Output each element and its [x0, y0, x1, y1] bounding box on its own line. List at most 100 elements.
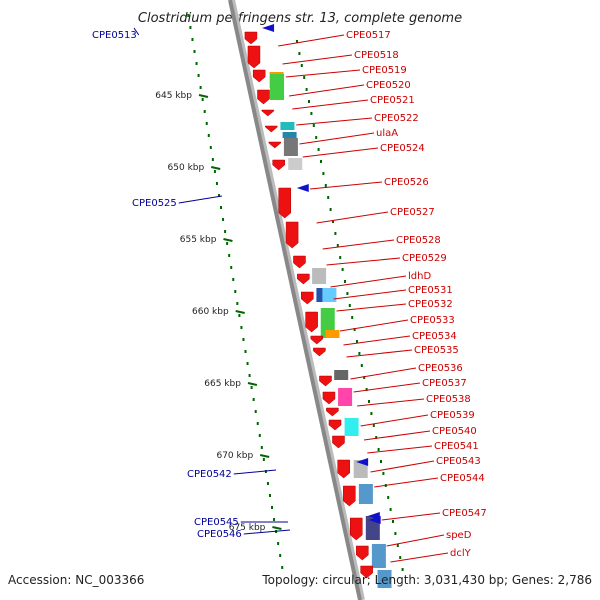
feature-track-dot	[334, 232, 337, 235]
forward-gene-arrow	[310, 335, 324, 345]
feature-box	[344, 418, 359, 436]
forward-gene-arrow	[293, 255, 306, 269]
feature-track-dot	[387, 496, 390, 499]
feature-track-dot	[380, 460, 382, 463]
ruler-dot	[242, 338, 245, 341]
backbone-line	[228, 0, 362, 600]
feature-track-dot	[353, 328, 356, 331]
forward-gene-arrow	[244, 31, 258, 45]
feature-track-dot	[341, 268, 344, 271]
feature-track-dot	[346, 292, 349, 295]
feature-box	[371, 544, 386, 568]
genome-summary: Topology: circular; Length: 3,031,430 bp…	[262, 573, 592, 587]
feature-track-dot	[363, 376, 366, 379]
feature-track-dot	[298, 52, 301, 55]
gene-label-leader	[357, 398, 425, 407]
feature-track-dot	[351, 316, 354, 319]
ruler-tick	[259, 454, 270, 458]
feature-track-dot	[322, 172, 325, 175]
gene-label: CPE0525	[132, 198, 177, 209]
feature-box	[338, 388, 353, 406]
gene-label: CPE0517	[346, 30, 391, 41]
forward-gene-arrow	[305, 311, 318, 333]
ruler-dot	[189, 26, 192, 29]
ruler-dot	[197, 74, 200, 77]
ruler-dot	[209, 146, 212, 149]
ruler-dot	[268, 494, 271, 497]
ruler-dot	[199, 86, 202, 89]
feature-track-dot	[320, 160, 322, 163]
gene-label-leader	[288, 84, 365, 97]
gene-label: CPE0531	[408, 285, 453, 296]
ruler-tick	[247, 382, 258, 386]
forward-gene-arrow	[252, 69, 266, 83]
ruler-dot	[258, 434, 261, 437]
forward-gene-arrow	[247, 45, 261, 69]
gene-label-leader	[343, 335, 411, 346]
feature-tracks	[269, 72, 392, 588]
gene-label-leader	[333, 289, 407, 300]
forward-gene-arrow	[268, 141, 282, 149]
ruler-tick	[235, 310, 245, 314]
gene-label-leader	[353, 382, 421, 393]
forward-gene-arrow	[356, 545, 369, 561]
ruler-dot	[211, 158, 214, 161]
feature-box	[325, 330, 340, 338]
feature-track-dot	[389, 508, 392, 511]
ruler-dot	[248, 374, 251, 377]
ruler-tick-label: 660 kbp	[192, 307, 229, 317]
forward-gene-arrow	[278, 187, 291, 219]
gene-label: CPE0543	[436, 456, 481, 467]
gene-label: CPE0535	[414, 345, 459, 356]
gene-label: CPE0539	[430, 410, 475, 421]
ruler-dot	[234, 290, 237, 293]
feature-box	[312, 268, 327, 284]
gene-label-leader	[390, 552, 449, 563]
gene-label-leader	[350, 367, 417, 380]
ruler-dot	[224, 230, 227, 233]
feature-box	[288, 158, 303, 170]
ruler-tick-label: 655 kbp	[180, 235, 217, 245]
gene-label-leader	[360, 414, 429, 427]
gene-label: speD	[446, 530, 472, 541]
ruler-dot	[187, 14, 190, 17]
gene-label-leader	[374, 477, 439, 488]
gene-label: CPE0533	[410, 315, 455, 326]
feature-track-dot	[401, 568, 404, 571]
forward-gene-arrow	[297, 273, 310, 285]
feature-track-dot	[344, 280, 346, 283]
gene-label: CPE0526	[384, 177, 429, 188]
ruler-dot	[201, 98, 204, 101]
ruler-dot	[252, 398, 255, 401]
gene-label: CPE0519	[362, 65, 407, 76]
feature-box	[282, 132, 297, 138]
feature-track-dot	[327, 196, 330, 199]
feature-box	[270, 74, 285, 100]
feature-track-dot	[317, 148, 320, 151]
ruler-dot	[266, 482, 269, 485]
ruler-dot	[254, 410, 257, 413]
ruler-dot	[271, 506, 274, 509]
gene-label-leader	[233, 469, 277, 475]
feature-track-dot	[305, 88, 308, 91]
gene-label: CPE0540	[432, 426, 477, 437]
gene-label-leader	[310, 181, 383, 190]
feature-track-dot	[308, 100, 310, 103]
ruler-dot	[232, 278, 235, 281]
forward-gene-arrow	[261, 109, 275, 117]
feature-track-dot	[392, 520, 394, 523]
kbp-ruler: 645 kbp 650 kbp 655 kbp 660 kbp 665 kbp 670 k…	[155, 14, 404, 571]
gene-label-leader	[336, 303, 407, 312]
ruler-tick	[272, 526, 282, 530]
gene-label-leader	[346, 349, 413, 358]
feature-track-dot	[377, 448, 380, 451]
reverse-gene-arrow	[368, 516, 381, 524]
ruler-dot	[230, 266, 233, 269]
feature-track-dot	[358, 352, 361, 355]
feature-track-dot	[336, 244, 339, 247]
gene-label-leader	[370, 460, 435, 473]
ruler-dot	[246, 362, 249, 365]
feature-track-dot	[394, 532, 397, 535]
forward-gene-arrow	[301, 291, 314, 305]
